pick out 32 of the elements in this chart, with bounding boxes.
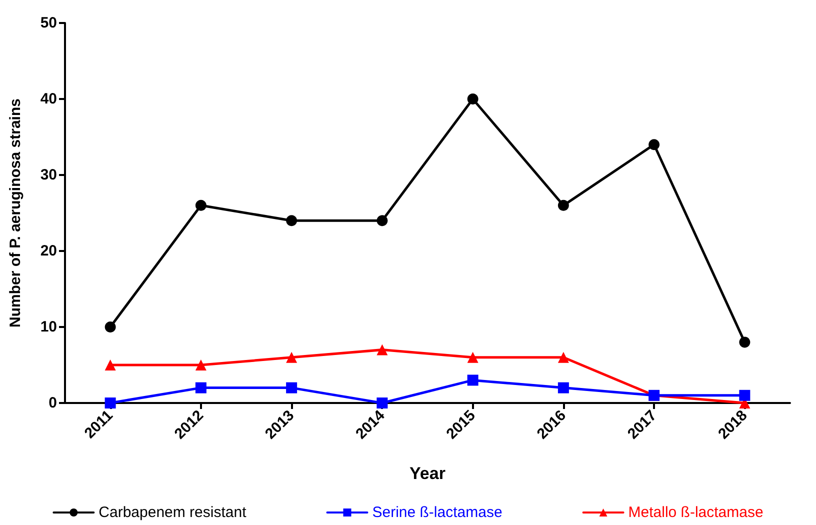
point — [104, 398, 116, 408]
point — [104, 360, 116, 370]
x-axis-title: Year — [410, 464, 446, 483]
y-tick-label: 10 — [40, 318, 57, 336]
point — [739, 336, 750, 348]
y-tick-label: 40 — [40, 90, 57, 108]
point — [467, 352, 478, 363]
point — [195, 360, 206, 370]
legend-label: Serine ß-lactamase — [372, 504, 502, 521]
point — [376, 398, 388, 408]
point — [286, 382, 298, 394]
y-tick-label: 30 — [40, 166, 57, 184]
point — [376, 215, 388, 226]
point — [648, 139, 660, 150]
point — [195, 382, 206, 394]
point — [286, 352, 298, 363]
point — [739, 390, 750, 401]
legend-label: Carbapenem resistant — [98, 504, 248, 521]
y-tick-label: 0 — [48, 394, 57, 412]
point — [195, 200, 206, 211]
point — [104, 322, 116, 332]
point — [286, 215, 298, 226]
point — [467, 94, 478, 104]
point — [558, 382, 569, 394]
point — [467, 374, 478, 386]
y-axis-title: Number of P. aeruginosa strains — [7, 98, 24, 328]
y-tick-label: 20 — [40, 242, 57, 260]
point — [376, 344, 388, 356]
point — [558, 200, 569, 211]
y-tick-label: 50 — [40, 14, 57, 32]
point — [558, 352, 569, 363]
legend-label: Metallo ß-lactamase — [628, 504, 764, 521]
